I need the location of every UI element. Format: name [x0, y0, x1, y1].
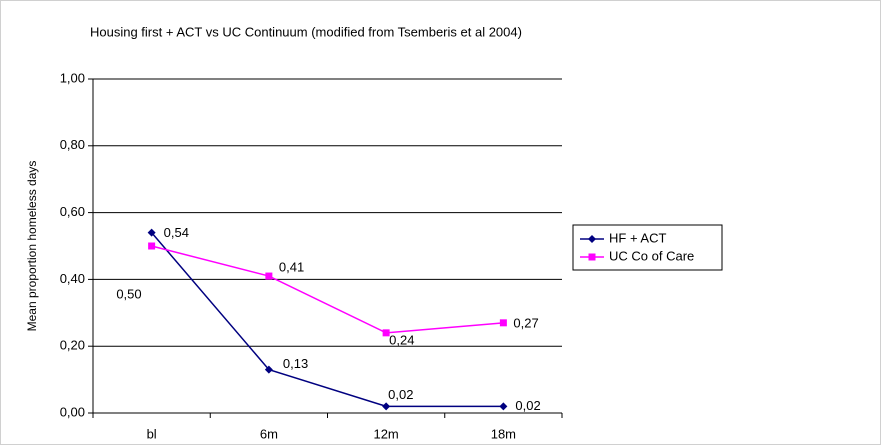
y-axis-label: Mean proportion homeless days	[25, 161, 39, 332]
y-tick-label: 0,60	[60, 204, 85, 219]
legend-marker	[588, 253, 596, 261]
legend-label: UC Co of Care	[609, 248, 694, 263]
marker	[382, 402, 391, 411]
legend-marker	[588, 235, 596, 243]
legend-box	[572, 224, 723, 271]
y-tick-label: 0,20	[60, 338, 85, 353]
x-tick-label: bl	[147, 426, 157, 441]
data-label: 0,02	[515, 398, 540, 413]
x-tick-label: 12m	[373, 426, 398, 441]
marker	[499, 319, 507, 327]
x-tick-label: 18m	[491, 426, 516, 441]
line	[151, 232, 504, 408]
data-label: 0,27	[513, 315, 538, 330]
marker	[382, 329, 390, 337]
data-label: 0,54	[164, 225, 189, 240]
data-label: 0,13	[283, 356, 308, 371]
data-label: 0,41	[279, 259, 304, 274]
marker	[264, 365, 273, 374]
y-tick-label: 0,00	[60, 404, 85, 419]
line	[151, 245, 504, 334]
marker	[499, 402, 508, 411]
y-tick-label: 0,40	[60, 271, 85, 286]
data-label: 0,02	[388, 387, 413, 402]
chart-title: Housing first + ACT vs UC Continuum (mod…	[90, 24, 522, 39]
data-label: 0,24	[389, 332, 414, 347]
data-label: 0,50	[116, 286, 141, 301]
marker	[147, 228, 156, 237]
y-tick-label: 0,80	[60, 137, 85, 152]
y-tick-label: 1,00	[60, 70, 85, 85]
x-tick-label: 6m	[260, 426, 278, 441]
marker	[148, 242, 156, 250]
marker	[265, 272, 273, 280]
legend-label: HF + ACT	[609, 230, 666, 245]
